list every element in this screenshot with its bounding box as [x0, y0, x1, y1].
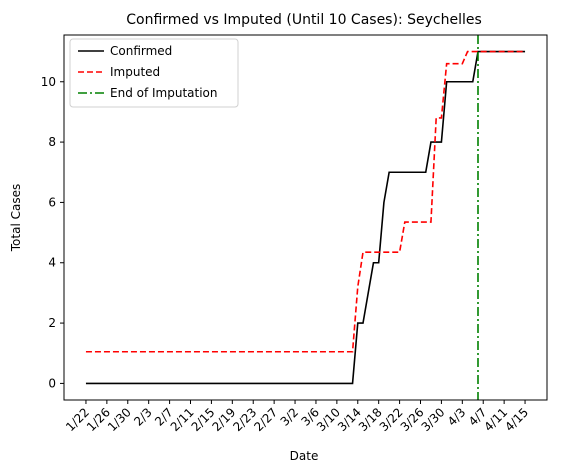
x-axis-label: Date — [290, 449, 319, 463]
legend-box — [69, 38, 239, 108]
x-tick-label: 3/30 — [419, 405, 448, 434]
x-tick-label: 3/2 — [278, 405, 302, 429]
y-tick-label: 10 — [41, 75, 56, 89]
x-tick-label: 2/27 — [251, 405, 280, 434]
y-tick-label: 0 — [48, 376, 56, 390]
x-tick-label: 4/15 — [502, 405, 531, 434]
series-line-imputed — [85, 50, 526, 353]
legend-label: End of Imputation — [110, 86, 218, 100]
x-tick-label: 4/3 — [445, 405, 469, 429]
series-line-confirmed — [85, 50, 526, 385]
y-axis: 0 2 4 6 8 10 — [41, 75, 64, 390]
x-axis: 1/221/261/302/32/72/112/152/192/232/273/… — [63, 400, 531, 434]
y-tick-label: 6 — [48, 195, 56, 209]
plot-area — [85, 35, 526, 400]
x-tick-label: 2/3 — [131, 405, 155, 429]
chart-title: Confirmed vs Imputed (Until 10 Cases): S… — [126, 12, 482, 28]
y-tick-label: 2 — [48, 316, 56, 330]
y-tick-label: 4 — [48, 256, 56, 270]
plot-frame — [63, 34, 548, 401]
legend: Confirmed Imputed End of Imputation — [69, 38, 239, 108]
x-tick-label: 1/30 — [105, 405, 134, 434]
legend-label: Confirmed — [110, 44, 172, 58]
legend-label: Imputed — [110, 65, 160, 79]
y-axis-label: Total Cases — [9, 184, 23, 252]
y-tick-label: 8 — [48, 135, 56, 149]
